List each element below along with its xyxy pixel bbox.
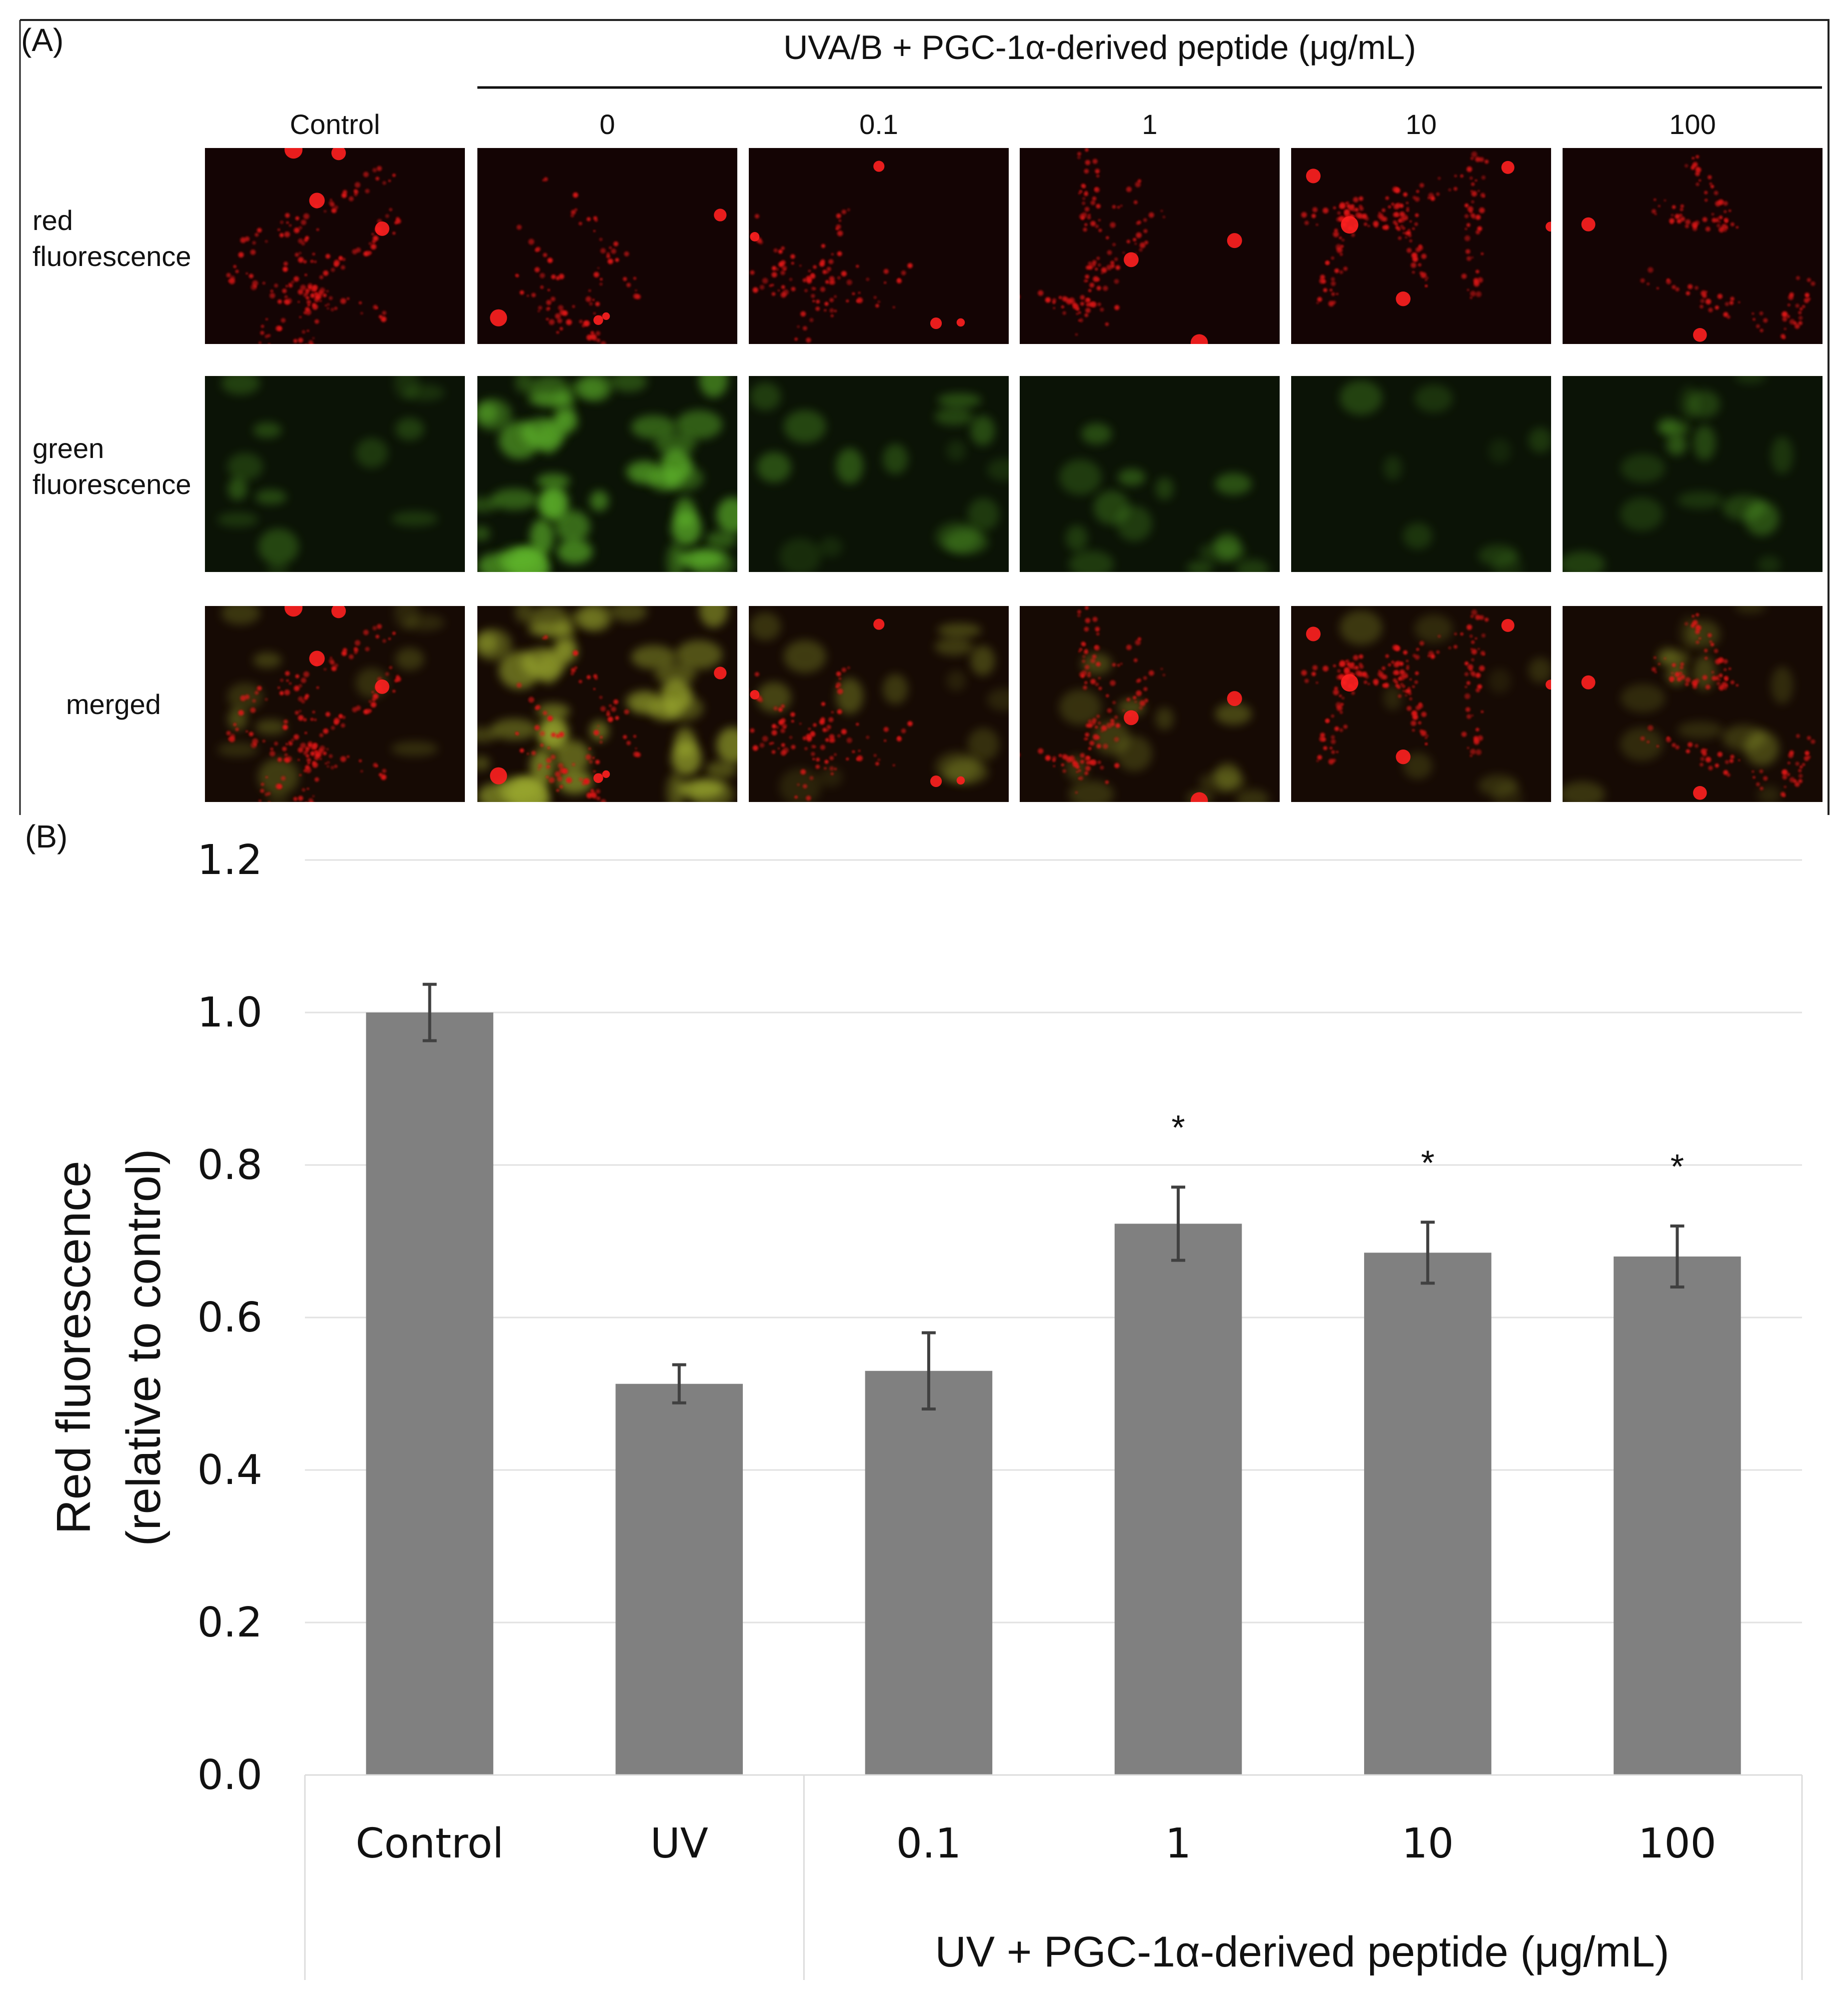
y-tick-label: 0.4 (197, 1446, 262, 1494)
significance-marker: * (1421, 1143, 1435, 1182)
y-tick-label: 0.2 (197, 1599, 262, 1646)
micrograph-tile (205, 606, 465, 802)
bar (366, 1012, 493, 1775)
error-bar (1670, 1224, 1685, 1288)
x-tick-label: 0.1 (896, 1820, 961, 1868)
micrograph-tile (1020, 148, 1280, 344)
micrograph-tile (1563, 376, 1823, 572)
micrograph-tile (1563, 148, 1823, 344)
x-tick-label: 1 (1165, 1820, 1191, 1868)
error-bar (672, 1363, 686, 1404)
column-label: 0 (599, 108, 615, 140)
bar (1114, 1224, 1242, 1775)
panel-a-label: (A) (21, 22, 63, 58)
micrograph-tile (1291, 606, 1551, 802)
error-bar (422, 982, 437, 1042)
x-tick-label: 10 (1402, 1820, 1454, 1868)
micrograph-tile (477, 376, 737, 572)
micrograph-tile (1020, 606, 1280, 802)
significance-marker: * (1171, 1108, 1185, 1147)
row-label: red fluorescence (32, 204, 191, 272)
micrograph-tile (205, 376, 465, 572)
y-tick-label: 1.0 (197, 989, 262, 1036)
panel-b-label: (B) (25, 818, 67, 854)
micrograph-tile (205, 148, 465, 344)
group-header: UVA/B + PGC-1α-derived peptide (μg/mL) (783, 28, 1416, 66)
micrograph-tile (1563, 606, 1823, 802)
y-tick-label: 0.6 (197, 1294, 262, 1342)
micrograph-tile (749, 606, 1009, 802)
y-axis-title: Red fluorescence (relative to control) (47, 1149, 170, 1546)
error-bar (1421, 1220, 1435, 1285)
x-tick-label: 100 (1638, 1820, 1717, 1868)
column-label: 10 (1406, 108, 1437, 140)
y-tick-label: 0.0 (197, 1752, 262, 1799)
bar (1364, 1252, 1492, 1775)
micrograph-panel: (A) UVA/B + PGC-1α-derived peptide (μg/m… (19, 19, 1830, 815)
x-tick-label: UV (650, 1820, 708, 1868)
micrograph-tile (749, 376, 1009, 572)
column-label: 0.1 (859, 108, 898, 140)
micrograph-tile (1291, 148, 1551, 344)
x-tick-label: Control (355, 1820, 503, 1868)
bar-chart: (B) 0.0 0.2 0.4 0.6 0.8 1.0 1.2 * * * Control UV 0… (25, 818, 1803, 1980)
x-axis-title: UV + PGC-1α-derived peptide (μg/mL) (935, 1928, 1670, 1976)
micrograph-tile (477, 148, 737, 344)
row-label: green fluorescence (32, 432, 191, 500)
bar (1614, 1256, 1741, 1775)
error-bar (921, 1331, 936, 1410)
micrograph-tile (1291, 376, 1551, 572)
micrograph-tile (1020, 376, 1280, 572)
row-label: merged (66, 688, 161, 720)
column-label: 1 (1142, 108, 1157, 140)
y-tick-label: 1.2 (197, 836, 262, 884)
column-label: Control (290, 108, 380, 140)
micrograph-tile (477, 606, 737, 802)
column-label: 100 (1669, 108, 1716, 140)
bar (615, 1384, 743, 1775)
error-bar (1171, 1186, 1186, 1262)
bar (865, 1370, 993, 1775)
micrograph-tile (749, 148, 1009, 344)
significance-marker: * (1671, 1147, 1684, 1186)
y-tick-label: 0.8 (197, 1142, 262, 1189)
